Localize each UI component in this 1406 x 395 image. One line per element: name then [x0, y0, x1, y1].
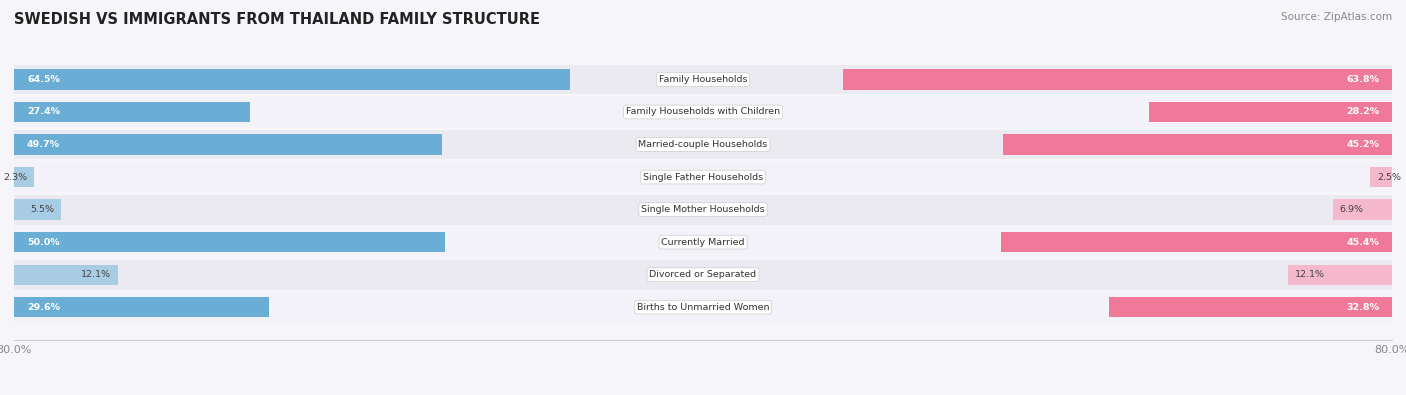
Bar [842, 70, 1392, 90]
Bar [14, 97, 1392, 127]
Bar [1149, 102, 1392, 122]
Text: SWEDISH VS IMMIGRANTS FROM THAILAND FAMILY STRUCTURE: SWEDISH VS IMMIGRANTS FROM THAILAND FAMI… [14, 12, 540, 27]
Bar [14, 265, 118, 285]
Bar [14, 130, 1392, 160]
Bar [1001, 232, 1392, 252]
Text: 64.5%: 64.5% [27, 75, 60, 84]
Text: Source: ZipAtlas.com: Source: ZipAtlas.com [1281, 12, 1392, 22]
Text: 49.7%: 49.7% [27, 140, 60, 149]
Bar [14, 162, 1392, 192]
Bar [14, 199, 62, 220]
Bar [14, 227, 1392, 257]
Text: 2.3%: 2.3% [3, 173, 27, 182]
Text: Births to Unmarried Women: Births to Unmarried Women [637, 303, 769, 312]
Text: Family Households: Family Households [659, 75, 747, 84]
Bar [14, 232, 444, 252]
Bar [14, 260, 1392, 290]
Text: 50.0%: 50.0% [27, 238, 59, 246]
Bar [14, 70, 569, 90]
Text: 6.9%: 6.9% [1340, 205, 1364, 214]
Text: 45.2%: 45.2% [1346, 140, 1379, 149]
Bar [1288, 265, 1392, 285]
Bar [14, 297, 269, 317]
Bar [14, 167, 34, 187]
Legend: Swedish, Immigrants from Thailand: Swedish, Immigrants from Thailand [571, 392, 835, 395]
Bar [14, 64, 1392, 94]
Text: 29.6%: 29.6% [27, 303, 60, 312]
Bar [14, 134, 441, 154]
Text: 2.5%: 2.5% [1378, 173, 1402, 182]
Text: Currently Married: Currently Married [661, 238, 745, 246]
Bar [1333, 199, 1392, 220]
Text: Divorced or Separated: Divorced or Separated [650, 270, 756, 279]
Text: 12.1%: 12.1% [82, 270, 111, 279]
Bar [14, 292, 1392, 322]
Text: 5.5%: 5.5% [31, 205, 55, 214]
Text: 45.4%: 45.4% [1346, 238, 1379, 246]
Text: Married-couple Households: Married-couple Households [638, 140, 768, 149]
Bar [14, 195, 1392, 224]
Text: 27.4%: 27.4% [27, 107, 60, 117]
Text: Single Mother Households: Single Mother Households [641, 205, 765, 214]
Text: 28.2%: 28.2% [1346, 107, 1379, 117]
Bar [1109, 297, 1392, 317]
Text: Single Father Households: Single Father Households [643, 173, 763, 182]
Text: 12.1%: 12.1% [1295, 270, 1324, 279]
Bar [1002, 134, 1392, 154]
Bar [14, 102, 250, 122]
Text: 63.8%: 63.8% [1346, 75, 1379, 84]
Text: 32.8%: 32.8% [1346, 303, 1379, 312]
Bar [1371, 167, 1392, 187]
Text: Family Households with Children: Family Households with Children [626, 107, 780, 117]
